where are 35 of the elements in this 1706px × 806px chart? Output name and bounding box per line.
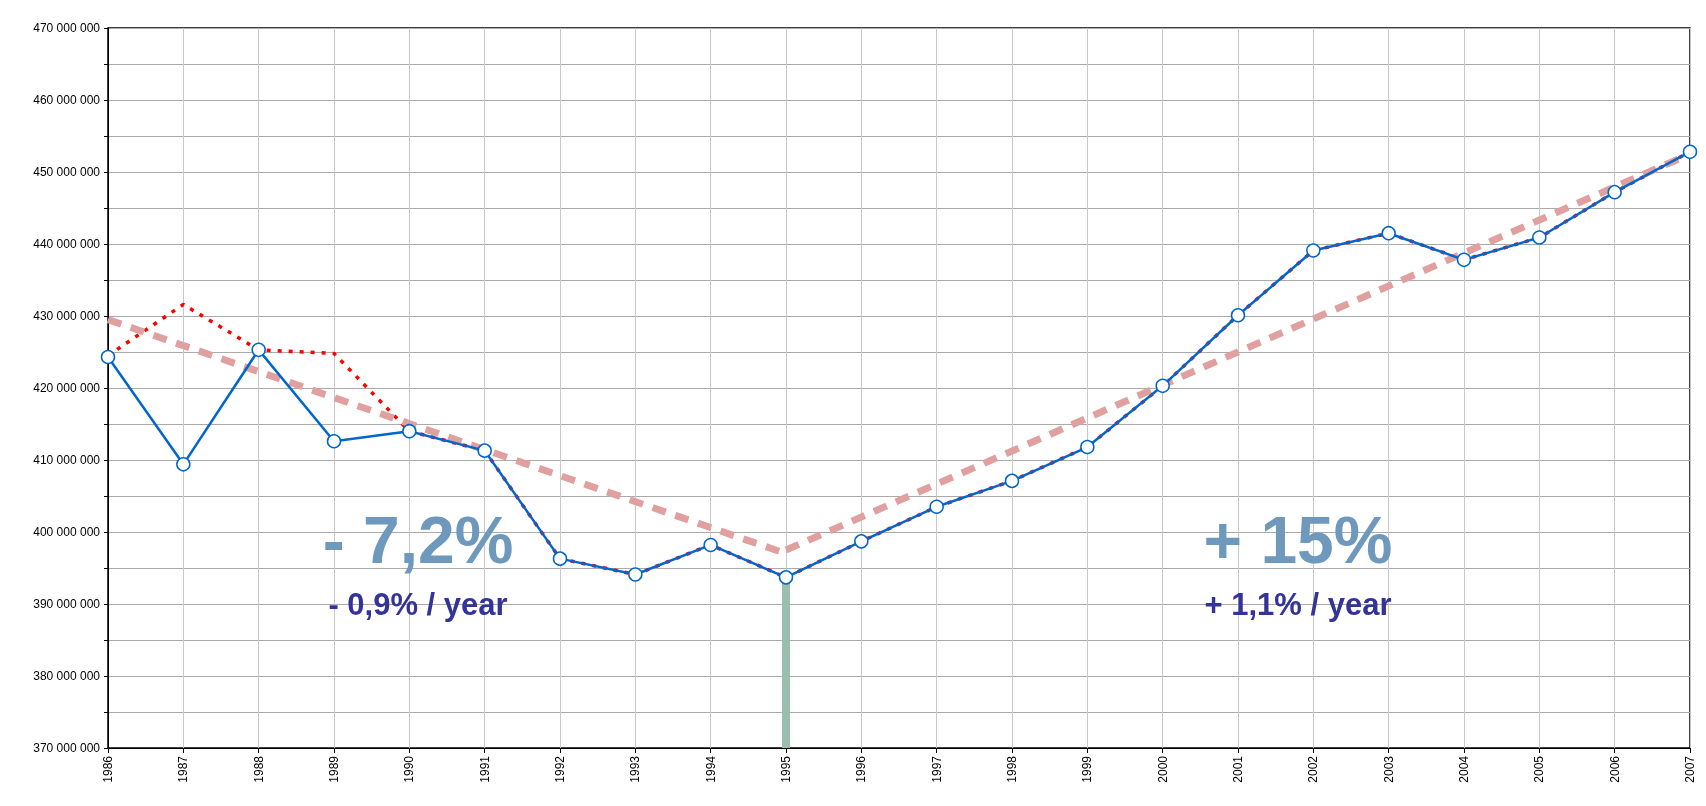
y-tick-label: 380 000 000 bbox=[33, 669, 101, 683]
x-tick-label: 1993 bbox=[628, 755, 643, 783]
x-tick-label: 2000 bbox=[1155, 755, 1170, 783]
x-tick-label: 2002 bbox=[1306, 755, 1321, 783]
x-tick-label: 1992 bbox=[553, 755, 567, 783]
x-tick-label: 1995 bbox=[779, 755, 793, 783]
annotation: + 1,1% / year bbox=[1204, 587, 1392, 622]
x-tick-label: 2007 bbox=[1683, 755, 1697, 783]
y-tick-label: 440 000 000 bbox=[33, 237, 101, 251]
x-tick-label: 1999 bbox=[1080, 755, 1095, 783]
x-tick-label: 1994 bbox=[703, 755, 718, 783]
x-tick-label: 2004 bbox=[1457, 755, 1471, 783]
y-tick-label: 390 000 000 bbox=[33, 597, 101, 611]
y-tick-label: 370 000 000 bbox=[33, 741, 101, 755]
annotation: - 0,9% / year bbox=[328, 587, 508, 622]
x-tick-label: 1987 bbox=[176, 755, 191, 783]
x-tick-label: 1990 bbox=[402, 755, 417, 783]
y-tick-label: 450 000 000 bbox=[33, 165, 101, 179]
x-tick-label: 2005 bbox=[1532, 755, 1547, 783]
y-tick-label: 420 000 000 bbox=[33, 381, 101, 395]
y-tick-label: 470 000 000 bbox=[33, 21, 101, 35]
x-tick-label: 1986 bbox=[101, 755, 115, 783]
x-tick-label: 1997 bbox=[929, 755, 944, 783]
x-tick-label: 2003 bbox=[1381, 755, 1396, 783]
y-tick-label: 400 000 000 bbox=[33, 525, 101, 539]
y-tick-label: 410 000 000 bbox=[33, 453, 101, 467]
x-tick-label: 1988 bbox=[251, 755, 266, 783]
x-tick-label: 1989 bbox=[327, 755, 341, 783]
x-tick-label: 1991 bbox=[477, 755, 492, 783]
y-tick-label: 430 000 000 bbox=[33, 309, 101, 323]
x-tick-label: 2001 bbox=[1231, 755, 1245, 783]
x-tick-label: 2006 bbox=[1607, 755, 1622, 783]
x-tick-label: 1998 bbox=[1005, 755, 1019, 783]
x-tick-label: 1996 bbox=[854, 755, 869, 783]
y-tick-label: 460 000 000 bbox=[33, 93, 101, 107]
